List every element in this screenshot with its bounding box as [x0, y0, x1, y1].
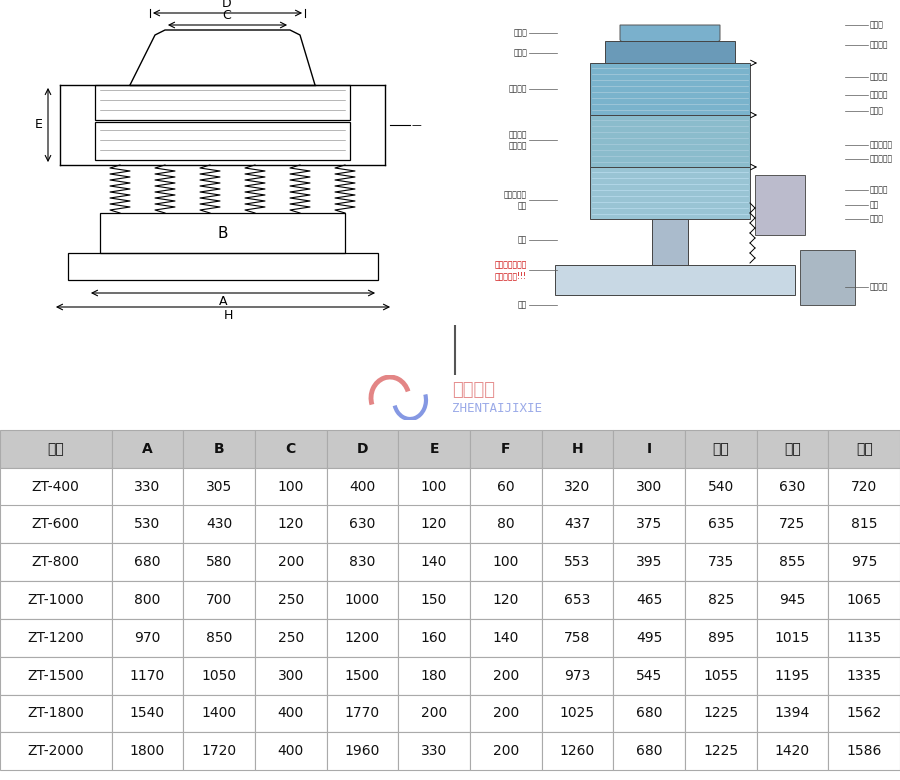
Bar	[652, 219, 688, 265]
Bar	[800, 250, 855, 305]
Text: 振体: 振体	[870, 200, 879, 210]
Text: B: B	[217, 225, 228, 240]
Text: 下部重锤: 下部重锤	[870, 282, 888, 292]
Text: 橡胶球: 橡胶球	[870, 107, 884, 115]
Text: 上部重锤: 上部重锤	[870, 186, 888, 194]
Text: 底座: 底座	[518, 300, 527, 310]
Text: 中部框架
底部框架: 中部框架 底部框架	[508, 130, 527, 150]
Text: 振泰机械: 振泰机械	[452, 381, 495, 399]
Text: C: C	[222, 9, 231, 22]
Text: 顶部框架: 顶部框架	[508, 84, 527, 94]
Text: 压紧环: 压紧环	[513, 48, 527, 58]
Bar	[95, 122, 350, 160]
Text: 弹簧: 弹簧	[518, 236, 527, 244]
Text: 防尘盖: 防尘盖	[513, 29, 527, 37]
Text: ZHENTAIJIXIE: ZHENTAIJIXIE	[452, 402, 542, 414]
Bar	[590, 115, 750, 167]
Text: A: A	[219, 295, 227, 308]
Bar	[605, 41, 735, 63]
Text: 电动机: 电动机	[870, 215, 884, 224]
Text: 进料口: 进料口	[870, 20, 884, 30]
Bar	[68, 253, 378, 280]
Bar	[555, 265, 795, 295]
Text: 辅助筛网: 辅助筛网	[870, 41, 888, 49]
Text: —: —	[412, 120, 422, 130]
Text: 球形清洗板: 球形清洗板	[870, 140, 893, 150]
Text: 外形尺寸图: 外形尺寸图	[195, 340, 258, 360]
Text: 运输用固定螺栓
试机时去掉!!!: 运输用固定螺栓 试机时去掉!!!	[495, 260, 527, 280]
Bar	[95, 85, 350, 120]
Text: 一般结构图: 一般结构图	[648, 340, 711, 360]
Text: H: H	[223, 309, 233, 322]
Text: 辅助筛网: 辅助筛网	[870, 73, 888, 81]
Bar	[100, 213, 345, 253]
Text: 筛网法兰: 筛网法兰	[870, 90, 888, 100]
Text: D: D	[222, 0, 232, 10]
Bar	[590, 167, 750, 219]
Bar	[590, 63, 750, 115]
Text: E: E	[35, 119, 43, 132]
Bar	[755, 175, 805, 235]
Polygon shape	[620, 25, 720, 50]
Text: 锻外重锤板: 锻外重锤板	[870, 154, 893, 164]
Text: 小尺寸排料
束环: 小尺寸排料 束环	[504, 190, 527, 210]
